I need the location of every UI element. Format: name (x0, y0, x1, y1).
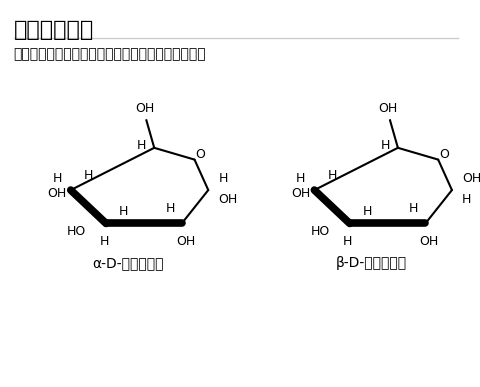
Text: OH: OH (48, 187, 67, 200)
Text: H: H (84, 169, 93, 182)
Text: H: H (462, 194, 471, 206)
Text: β-D-グルコース: β-D-グルコース (336, 256, 407, 270)
Text: OH: OH (135, 103, 154, 115)
Text: HO: HO (311, 225, 330, 238)
Text: OH: OH (378, 103, 398, 115)
Text: O: O (195, 148, 205, 161)
Text: H: H (99, 235, 109, 248)
Text: OH: OH (291, 187, 310, 200)
Text: OH: OH (218, 194, 238, 206)
Text: HO: HO (67, 225, 86, 238)
Text: O: O (439, 148, 449, 161)
Text: α-D-グルコース: α-D-グルコース (92, 256, 164, 270)
Text: H: H (137, 139, 146, 152)
Text: H: H (343, 235, 352, 248)
Text: H: H (327, 169, 337, 182)
Text: OH: OH (176, 235, 195, 248)
Text: H: H (363, 205, 372, 218)
Text: H: H (119, 205, 129, 218)
Text: H: H (296, 172, 305, 185)
Text: H: H (409, 202, 418, 215)
Text: H: H (381, 139, 390, 152)
Text: ハース投影式: ハース投影式 (14, 20, 94, 40)
Text: OH: OH (420, 235, 439, 248)
Text: これが一番馴染みがあるグルコースの構造式です。: これが一番馴染みがあるグルコースの構造式です。 (14, 48, 206, 62)
Text: H: H (52, 172, 61, 185)
Text: H: H (165, 202, 175, 215)
Text: OH: OH (462, 172, 480, 185)
Text: H: H (218, 172, 228, 185)
